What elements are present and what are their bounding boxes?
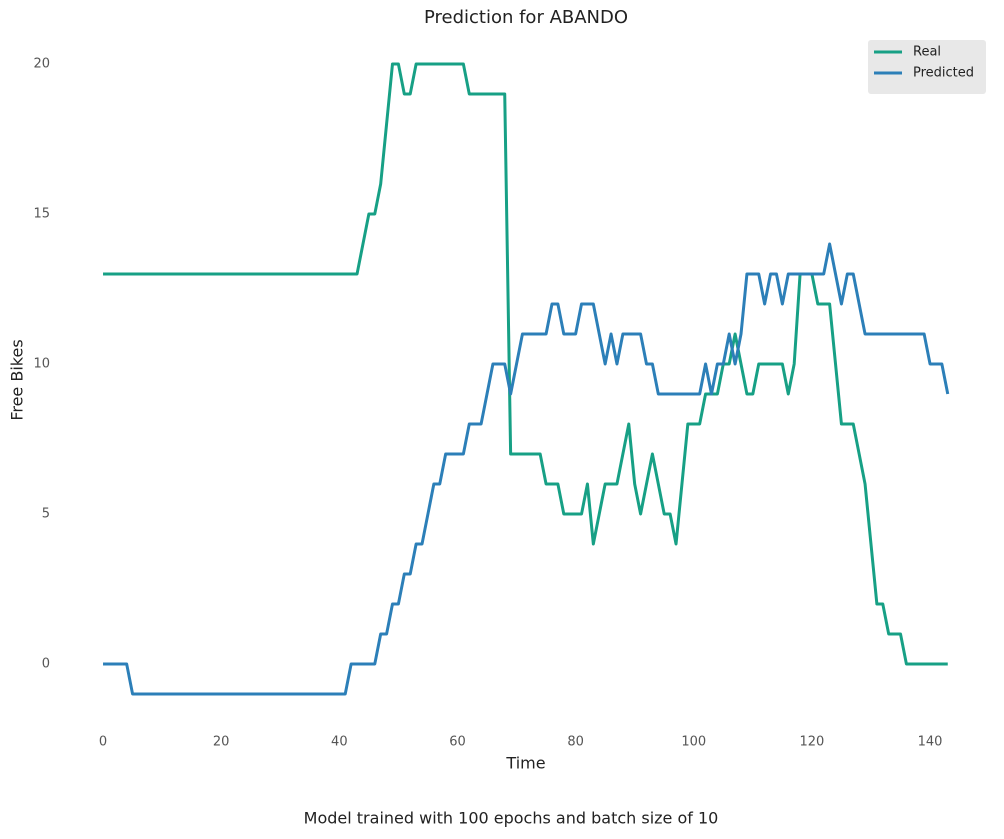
- x-tick-label: 60: [449, 735, 466, 750]
- x-tick-label: 120: [799, 735, 824, 750]
- x-tick-label: 80: [567, 735, 584, 750]
- legend-label: Real: [913, 45, 941, 60]
- x-tick-label: 40: [331, 735, 348, 750]
- x-tick-label: 20: [213, 735, 230, 750]
- y-tick-label: 0: [42, 657, 50, 672]
- x-axis-label: Time: [505, 754, 545, 773]
- x-tick-label: 0: [99, 735, 107, 750]
- y-tick-label: 10: [33, 357, 50, 372]
- line-series: [103, 62, 948, 666]
- y-tick-label: 5: [42, 507, 50, 522]
- x-tick-label: 100: [681, 735, 706, 750]
- line-series: [103, 242, 950, 696]
- legend-label: Predicted: [913, 66, 974, 81]
- caption: Model trained with 100 epochs and batch …: [304, 809, 719, 828]
- x-tick-label: 140: [918, 735, 943, 750]
- y-axis-label: Free Bikes: [8, 339, 27, 420]
- y-tick-label: 15: [33, 207, 50, 222]
- y-tick-label: 20: [33, 57, 50, 72]
- chart-title: Prediction for ABANDO: [424, 7, 628, 28]
- legend: Real Predicted: [868, 40, 986, 94]
